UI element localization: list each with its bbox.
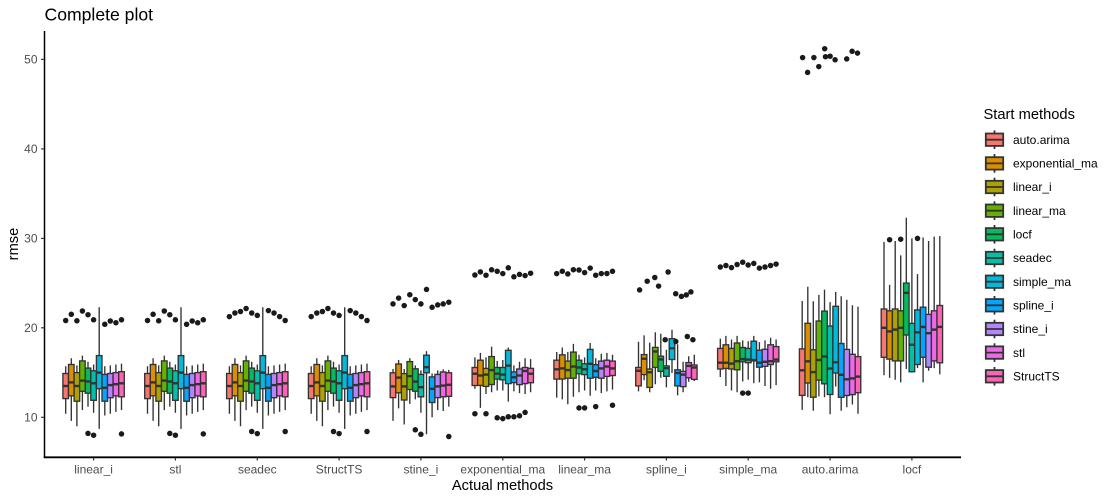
- svg-text:stl: stl: [169, 463, 181, 477]
- svg-text:simple_ma: simple_ma: [1013, 275, 1071, 289]
- svg-text:50: 50: [24, 53, 38, 67]
- svg-text:StructTS: StructTS: [316, 463, 363, 477]
- svg-text:stine_i: stine_i: [1013, 322, 1048, 336]
- svg-text:auto.arima: auto.arima: [1013, 133, 1070, 147]
- svg-text:10: 10: [24, 411, 38, 425]
- svg-text:stl: stl: [1013, 346, 1025, 360]
- svg-text:Complete plot: Complete plot: [45, 5, 154, 25]
- svg-text:30: 30: [24, 232, 38, 246]
- svg-text:locf: locf: [903, 463, 922, 477]
- svg-text:Actual methods: Actual methods: [452, 478, 553, 494]
- svg-text:seadec: seadec: [238, 463, 277, 477]
- svg-text:linear_ma: linear_ma: [558, 463, 611, 477]
- svg-text:seadec: seadec: [1013, 251, 1052, 265]
- svg-text:spline_i: spline_i: [1013, 299, 1054, 313]
- svg-text:Start methods: Start methods: [984, 107, 1075, 123]
- svg-text:exponential_ma: exponential_ma: [460, 463, 545, 477]
- svg-text:rmse: rmse: [6, 228, 22, 261]
- svg-text:StructTS: StructTS: [1013, 370, 1060, 384]
- svg-text:auto.arima: auto.arima: [802, 463, 859, 477]
- svg-text:spline_i: spline_i: [646, 463, 687, 477]
- svg-text:locf: locf: [1013, 228, 1032, 242]
- svg-text:20: 20: [24, 321, 38, 335]
- svg-text:stine_i: stine_i: [404, 463, 439, 477]
- svg-text:exponential_ma: exponential_ma: [1013, 157, 1098, 171]
- svg-text:40: 40: [24, 142, 38, 156]
- svg-text:linear_ma: linear_ma: [1013, 204, 1066, 218]
- svg-text:simple_ma: simple_ma: [719, 463, 777, 477]
- svg-text:linear_i: linear_i: [1013, 180, 1052, 194]
- svg-text:linear_i: linear_i: [74, 463, 113, 477]
